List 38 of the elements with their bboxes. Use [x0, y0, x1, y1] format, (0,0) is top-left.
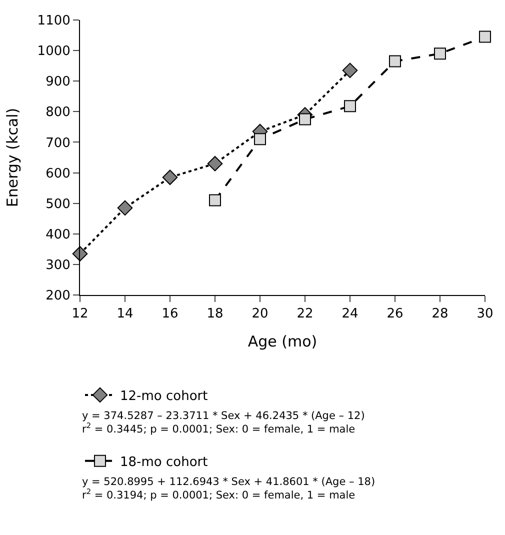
y-axis-title: Energy (kcal): [4, 108, 22, 208]
legend-label: 12-mo cohort: [120, 389, 208, 404]
point: [117, 200, 133, 216]
point: [342, 62, 358, 78]
y-tick-label: 300: [46, 258, 70, 273]
y-tick-label: 800: [46, 105, 70, 120]
y-tick-label: 1100: [37, 14, 70, 29]
x-tick-label: 28: [432, 306, 448, 322]
point: [209, 194, 221, 206]
x-tick-label: 24: [342, 306, 358, 322]
x-tick-label: 14: [116, 306, 134, 322]
x-tick-label: 30: [476, 306, 494, 322]
point: [254, 133, 266, 146]
point: [162, 170, 178, 186]
y-tick-label: 700: [46, 136, 70, 151]
x-tick-label: 16: [162, 306, 178, 322]
point: [344, 100, 356, 112]
point: [389, 55, 401, 68]
point: [299, 113, 311, 126]
y-tick-label: 900: [46, 74, 70, 90]
x-tick-label: 22: [296, 306, 314, 322]
y-tick-label: 1000: [37, 44, 70, 60]
legend-label: 18-mo cohort: [120, 454, 208, 470]
x-axis-title: Age (mo): [248, 332, 318, 351]
point: [72, 246, 88, 262]
point: [434, 48, 446, 60]
y-tick-label: 200: [46, 288, 70, 304]
x-tick-label: 12: [72, 306, 88, 322]
y-tick-label: 600: [46, 166, 70, 182]
text: y = 374.5287 – 23.3711 * Sex + 46.2435 * (Age – 12) r$^{2}$ = 0.3445; p = 0.0001; Sex: 0 = female, 1 = male: [82, 410, 365, 436]
y-tick-label: 400: [46, 227, 70, 242]
x-tick-label: 20: [252, 306, 268, 322]
text: y = 520.8995 + 112.6943 * Sex + 41.8601 * (Age – 18) r$^{2}$ = 0.3194; p = 0.0001; Sex: 0 = female, 1 = male: [82, 476, 376, 502]
x-tick-label: 26: [386, 306, 404, 322]
point: [207, 156, 223, 172]
point: [479, 30, 491, 43]
y-tick-label: 500: [46, 196, 70, 212]
x-tick-label: 18: [206, 306, 224, 322]
